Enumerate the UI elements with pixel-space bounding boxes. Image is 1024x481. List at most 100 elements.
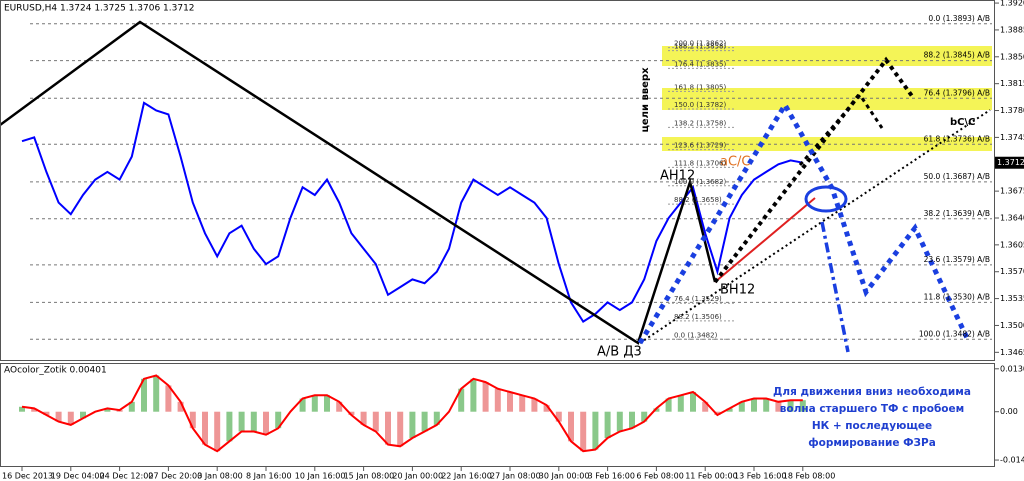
fib-label: 76.4 (1.3796) A/B bbox=[924, 88, 990, 97]
annotation: BH12 bbox=[720, 283, 755, 298]
histogram-bar bbox=[543, 405, 550, 412]
histogram-bar bbox=[665, 398, 672, 412]
histogram-bar bbox=[714, 411, 721, 415]
histogram-bar bbox=[507, 391, 513, 412]
projection bbox=[713, 56, 914, 284]
fib-label: 200.0 (1.3862) bbox=[674, 40, 726, 48]
y-tick-label: 1.3570 bbox=[1000, 267, 1024, 276]
fib-label: 11.8 (1.3530) A/B bbox=[924, 292, 990, 301]
caption: формирование ФЗРа bbox=[808, 437, 936, 449]
fib-label: 0.0 (1.3893) A/B bbox=[928, 14, 990, 23]
histogram-bar bbox=[55, 411, 62, 422]
fib-label: 0.0 (1.3482) bbox=[674, 331, 718, 339]
histogram-bar bbox=[31, 408, 38, 412]
histogram-bar bbox=[67, 411, 74, 425]
histogram-bar bbox=[43, 411, 50, 415]
histogram-bar bbox=[299, 398, 306, 412]
histogram-bar bbox=[238, 411, 245, 432]
main-frame bbox=[0, 0, 995, 361]
histogram-bar bbox=[531, 398, 538, 412]
fib-label: 38.2 (1.3639) A/B bbox=[924, 209, 990, 218]
histogram-bar bbox=[641, 411, 648, 422]
histogram-bar bbox=[690, 391, 696, 412]
zigzag bbox=[0, 20, 717, 345]
x-tick-label: 24 Dec 12:00 bbox=[100, 472, 154, 481]
histogram-bar bbox=[397, 411, 404, 447]
histogram-bar bbox=[409, 411, 416, 439]
histogram-bar bbox=[726, 408, 733, 412]
last-price-box bbox=[995, 156, 1024, 169]
x-tick-label: 16 Dec 2013 bbox=[2, 472, 53, 481]
histogram-bar bbox=[141, 378, 147, 412]
histogram-bar bbox=[629, 411, 635, 429]
y-tick-label: 1.3675 bbox=[1000, 187, 1024, 196]
y-tick-label: 1.3780 bbox=[1000, 106, 1024, 115]
x-tick-label: 3 Jan 08:00 bbox=[197, 472, 243, 481]
histogram-bar bbox=[311, 395, 318, 412]
histogram-bar bbox=[348, 411, 355, 415]
y-tick-label: 0.01304 bbox=[1000, 364, 1024, 373]
histogram-bar bbox=[702, 401, 709, 412]
histogram-bar bbox=[336, 401, 343, 412]
ellipse bbox=[804, 185, 848, 213]
y-tick-label: 0.00 bbox=[1000, 407, 1018, 416]
fib-label: 88.2 (1.3845) A/B bbox=[924, 51, 990, 60]
fib-label: 76.4 (1.3529) bbox=[674, 295, 722, 303]
histogram-bar bbox=[580, 411, 587, 452]
histogram-bar bbox=[433, 411, 440, 425]
histogram-bar bbox=[494, 388, 501, 412]
histogram-bar bbox=[458, 388, 465, 412]
histogram-bar bbox=[19, 406, 25, 412]
x-tick-label: 22 Jan 16:00 bbox=[441, 472, 492, 481]
histogram-bar bbox=[275, 411, 282, 429]
x-tick-label: 10 Jan 16:00 bbox=[295, 472, 346, 481]
y-tick-label: -0.01469 bbox=[1000, 456, 1024, 465]
x-tick-label: 6 Feb 08:00 bbox=[636, 472, 683, 481]
caption: Для движения вниз необходима bbox=[773, 386, 971, 398]
histogram-bar bbox=[592, 411, 599, 450]
y-tick-label: 1.3535 bbox=[1000, 294, 1024, 303]
histogram-bar bbox=[80, 411, 86, 419]
fib-label: 111.8 (1.3706) bbox=[674, 159, 726, 167]
histogram-bar bbox=[214, 411, 221, 452]
annotation: цели вверх bbox=[640, 67, 651, 133]
x-tick-label: 15 Jan 08:00 bbox=[344, 472, 395, 481]
histogram-bar bbox=[519, 395, 526, 412]
histogram-bar bbox=[128, 401, 135, 412]
histogram-bar bbox=[763, 398, 770, 412]
caption: волна старшего ТФ с пробоем bbox=[780, 403, 964, 415]
last-price-label: 1.3712 bbox=[997, 158, 1024, 167]
y-tick-label: 1.3500 bbox=[1000, 321, 1024, 330]
histogram-bar bbox=[189, 411, 196, 429]
x-tick-label: 19 Dec 04:00 bbox=[51, 472, 105, 481]
histogram-bar bbox=[738, 401, 745, 412]
fib-label: 88.2 (1.3506) bbox=[674, 313, 722, 321]
histogram-bar bbox=[677, 395, 684, 412]
fib-label: 100.0 (1.3482) A/B bbox=[919, 329, 990, 338]
histogram-bar bbox=[482, 382, 489, 412]
projection bbox=[820, 221, 850, 353]
y-tick-label: 1.3815 bbox=[1000, 79, 1024, 88]
x-tick-label: 11 Feb 00:00 bbox=[685, 472, 737, 481]
y-tick-label: 1.3745 bbox=[1000, 133, 1024, 142]
histogram-bar bbox=[555, 411, 562, 422]
histogram-bar bbox=[568, 411, 574, 442]
x-tick-label: 27 Dec 20:00 bbox=[148, 472, 202, 481]
histogram-bar bbox=[153, 375, 160, 412]
y-tick-label: 1.3920 bbox=[1000, 0, 1024, 8]
histogram-bar bbox=[165, 385, 172, 412]
x-tick-label: 13 Feb 16:00 bbox=[734, 472, 786, 481]
histogram-bar bbox=[177, 401, 184, 412]
oscillator-line bbox=[21, 374, 803, 453]
fib-label: 88.2 (1.3658) bbox=[674, 196, 722, 204]
x-tick-label: 8 Jan 16:00 bbox=[246, 472, 292, 481]
x-tick-label: 18 Feb 08:00 bbox=[783, 472, 835, 481]
histogram-bar bbox=[372, 411, 379, 432]
fib-label: 61.8 (1.3736) A/B bbox=[924, 134, 990, 143]
price-line bbox=[21, 101, 803, 323]
histogram-bar bbox=[653, 408, 660, 412]
fib-label: 161.8 (1.3805) bbox=[674, 83, 726, 91]
y-tick-label: 1.3605 bbox=[1000, 240, 1024, 249]
histogram-bar bbox=[250, 411, 257, 432]
histogram-bar bbox=[421, 411, 428, 432]
